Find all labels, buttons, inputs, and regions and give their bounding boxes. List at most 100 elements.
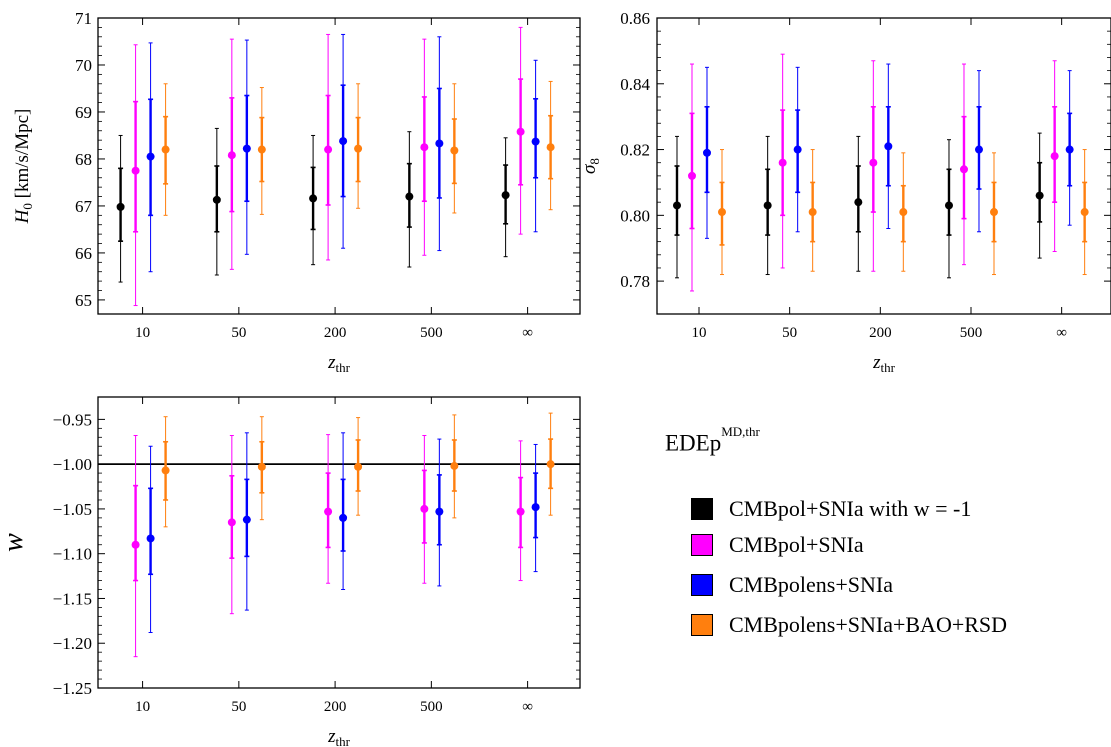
data-point (516, 127, 525, 136)
legend-swatch (691, 574, 713, 596)
x-tick-label: 500 (420, 325, 443, 341)
data-point (531, 137, 540, 146)
y-tick-label: 0.86 (620, 9, 650, 28)
legend-label: CMBpol+SNIa with w = -1 (729, 496, 972, 521)
x-tick-label: ∞ (522, 325, 533, 341)
data-point (869, 158, 878, 167)
chart-panel-1: 0.78 0.80 0.82 0.84 0.86 10 50 200 500 ∞ zthr σ8 (579, 9, 1111, 375)
data-point (420, 504, 429, 513)
y-tick-label: −1.25 (53, 679, 92, 698)
y-axis-label: w (0, 533, 29, 552)
data-point (354, 144, 363, 153)
x-tick-label: 10 (135, 699, 150, 715)
data-point (450, 461, 459, 470)
data-point (501, 191, 510, 200)
x-axis-label: zthr (327, 726, 351, 747)
data-point (242, 144, 251, 153)
y-tick-label: 65 (75, 291, 92, 310)
plot-frame (97, 17, 581, 315)
data-point (546, 143, 555, 152)
legend-swatch (691, 498, 713, 520)
data-point (1080, 208, 1089, 217)
legend-label: CMBpolens+SNIa (729, 572, 893, 597)
data-point (1065, 145, 1074, 154)
x-tick-label: 200 (324, 325, 347, 341)
legend-swatch (691, 614, 713, 636)
legend-title-main: EDEp (665, 430, 722, 456)
data-point (1050, 152, 1059, 161)
x-tick-label: ∞ (1056, 325, 1067, 341)
data-point (944, 201, 953, 210)
legend-entry-cmbpolens-snia-bao-rsd: CMBpolens+SNIa+BAO+RSD (691, 612, 1007, 637)
data-point (131, 166, 140, 175)
data-point (450, 146, 459, 155)
data-point (324, 507, 333, 516)
data-point (257, 145, 266, 154)
x-tick-label: 50 (231, 699, 246, 715)
legend-label: CMBpol+SNIa (729, 532, 864, 557)
data-point (1035, 191, 1044, 200)
data-point (435, 139, 444, 148)
x-tick-label: 10 (135, 325, 150, 341)
x-tick-label: 200 (869, 325, 892, 341)
data-point (793, 145, 802, 154)
data-point (989, 208, 998, 217)
data-point (899, 208, 908, 217)
data-point (324, 145, 333, 154)
plot-frame (656, 17, 1111, 315)
data-point (884, 142, 893, 151)
data-point (546, 460, 555, 469)
plot-frame (97, 396, 581, 689)
data-point (854, 198, 863, 207)
data-point (778, 158, 787, 167)
y-tick-label: 68 (75, 150, 92, 169)
data-point (420, 143, 429, 152)
data-point (516, 507, 525, 516)
x-tick-label: 50 (782, 325, 797, 341)
data-point (339, 513, 348, 522)
data-point (808, 208, 817, 217)
data-point (531, 503, 540, 512)
y-axis-label: H0 [km/s/Mpc] (12, 109, 35, 225)
y-tick-label: 0.80 (620, 206, 650, 225)
y-tick-label: 67 (75, 197, 93, 216)
data-point (354, 462, 363, 471)
x-axis-label: zthr (872, 352, 896, 375)
data-point (339, 137, 348, 146)
data-point (763, 201, 772, 210)
data-point (227, 151, 236, 160)
data-point (227, 518, 236, 527)
data-point (309, 194, 318, 203)
x-tick-label: ∞ (522, 699, 533, 715)
data-point (131, 540, 140, 549)
y-axis-label: σ8 (579, 158, 602, 174)
legend-entry-cmbpolens-snia: CMBpolens+SNIa (691, 572, 893, 597)
legend-swatch (691, 534, 713, 556)
legend-entry-cmbpol-snia: CMBpol+SNIa (691, 532, 864, 557)
data-point (242, 515, 251, 524)
data-point (435, 507, 444, 516)
data-point (687, 171, 696, 180)
data-point (405, 192, 414, 201)
legend-title: EDEpMD,thr (665, 424, 760, 457)
data-point (959, 165, 968, 174)
data-point (974, 145, 983, 154)
data-point (702, 148, 711, 157)
y-tick-label: 0.78 (620, 272, 650, 291)
x-axis-label: zthr (327, 352, 351, 375)
y-tick-label: 0.84 (620, 75, 650, 94)
y-tick-label: −0.95 (53, 410, 92, 429)
y-tick-label: 0.82 (620, 141, 650, 160)
y-tick-label: −1.15 (53, 589, 92, 608)
data-point (161, 466, 170, 475)
y-tick-label: −1.10 (53, 545, 92, 564)
data-point (672, 201, 681, 210)
y-tick-label: 70 (75, 56, 92, 75)
y-tick-label: 66 (75, 244, 92, 263)
data-point (116, 202, 125, 211)
data-point (212, 195, 221, 204)
x-tick-label: 500 (960, 325, 983, 341)
y-tick-label: −1.05 (53, 500, 92, 519)
y-tick-label: −1.00 (53, 455, 92, 474)
